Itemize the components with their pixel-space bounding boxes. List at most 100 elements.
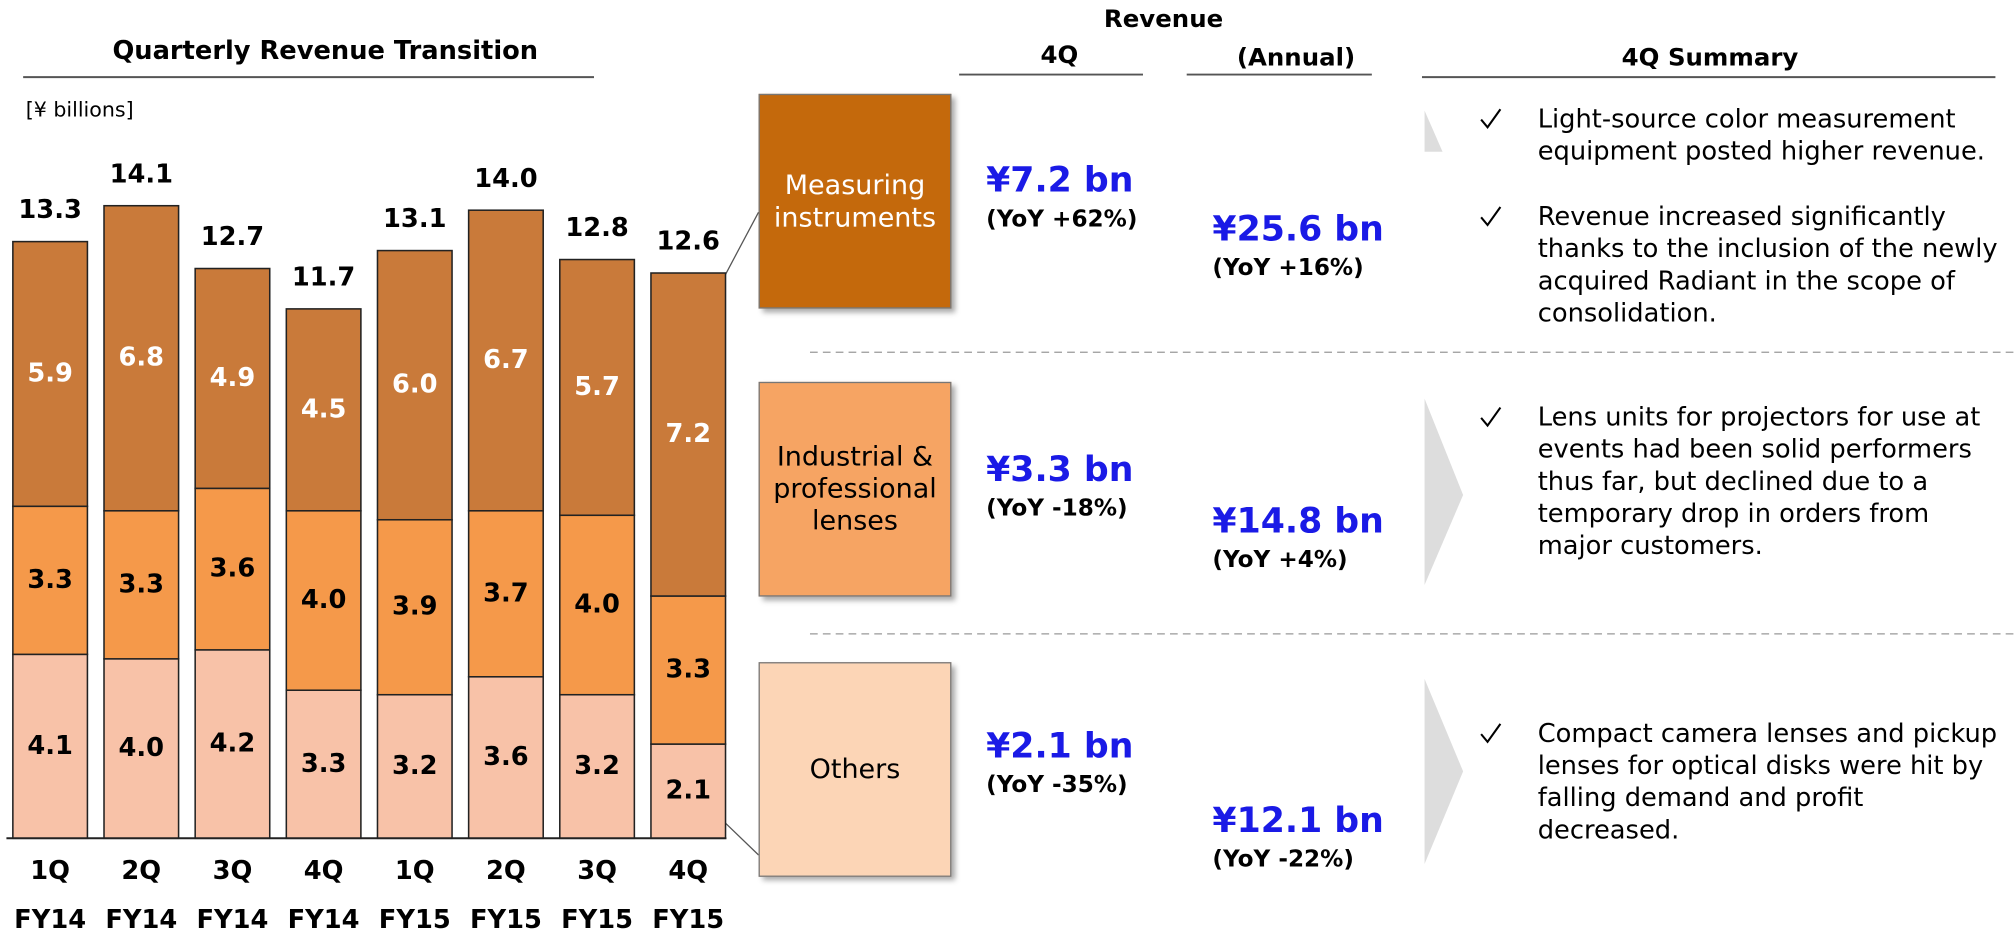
x-tick-label: 4Q [668, 856, 708, 886]
x-tick-label: 3Q [577, 856, 617, 886]
summary-bullet: Lens units for projectors for use at eve… [1537, 401, 1981, 561]
bar-segment [285, 308, 362, 512]
bar-segment [376, 518, 453, 696]
total-label: 12.7 [201, 222, 264, 252]
x-tick-label: 2Q [121, 856, 161, 886]
x-tick-label: 2Q [486, 856, 526, 886]
x-tick-label: FY14 [14, 905, 86, 935]
arrow-shape [1424, 398, 1464, 585]
bar-segment [12, 240, 89, 508]
data-label: 6.8 [119, 343, 165, 373]
data-label: 6.0 [392, 370, 438, 400]
total-label: 14.0 [474, 164, 537, 194]
bar-segment [650, 272, 727, 597]
x-tick-label: 4Q [304, 856, 344, 886]
bar-segment [12, 505, 89, 656]
data-label: 4.2 [210, 729, 256, 759]
bar-segment [194, 267, 271, 490]
legend-box: Others [758, 662, 952, 877]
annual-revenue: ¥25.6 bn [1212, 209, 1384, 250]
annual-yoy: (YoY -22%) [1212, 845, 1354, 873]
unit-label: [¥ billions] [26, 98, 134, 122]
data-label: 3.6 [483, 742, 529, 772]
bar-segment [467, 675, 544, 840]
arrow-shape [1424, 110, 1443, 152]
bar-segment [376, 249, 453, 521]
total-label: 13.1 [383, 204, 446, 234]
summary-bullet: Revenue increased significantly thanks t… [1537, 200, 1998, 328]
annual-yoy: (YoY +16%) [1212, 254, 1364, 282]
bar-segment [194, 487, 271, 651]
data-label: 2.1 [665, 776, 711, 806]
data-label: 6.7 [483, 345, 529, 375]
x-tick-label: FY15 [379, 905, 451, 935]
data-label: 3.9 [392, 592, 438, 622]
annual-revenue: ¥14.8 bn [1212, 501, 1384, 542]
x-tick-label: 3Q [213, 856, 253, 886]
bar-segment [103, 510, 180, 660]
data-label: 3.6 [210, 554, 256, 584]
bar-segment [650, 595, 727, 745]
header: Revenue [1103, 5, 1224, 34]
q4-yoy: (YoY -18%) [986, 494, 1128, 522]
x-tick-label: FY14 [196, 905, 268, 935]
data-label: 4.5 [301, 394, 347, 424]
data-label: 5.9 [27, 358, 73, 388]
header: 4Q Summary [1621, 43, 1799, 72]
total-label: 12.8 [565, 213, 628, 243]
total-label: 12.6 [657, 227, 720, 257]
summary-bullet: Light-source color measurement equipment… [1537, 102, 1985, 166]
x-tick-label: 1Q [395, 856, 435, 886]
bar-segment [103, 658, 180, 840]
bar-segment [12, 653, 89, 840]
legend-box: Measuring instruments [758, 93, 952, 309]
connector [724, 211, 760, 276]
data-label: 3.3 [119, 569, 165, 599]
annual-revenue: ¥12.1 bn [1212, 800, 1384, 841]
data-label: 5.7 [574, 372, 620, 402]
connector [724, 822, 760, 856]
chart-title: Quarterly Revenue Transition [112, 36, 538, 66]
header: 4Q [1040, 41, 1079, 70]
q4-yoy: (YoY +62%) [986, 205, 1138, 233]
data-label: 4.9 [210, 363, 256, 393]
x-tick-label: FY14 [288, 905, 360, 935]
total-label: 11.7 [292, 263, 355, 293]
bar-segment [559, 258, 636, 517]
bar-segment [467, 510, 544, 678]
x-tick-label: FY14 [105, 905, 177, 935]
data-label: 3.3 [301, 749, 347, 779]
q4-revenue: ¥3.3 bn [986, 449, 1134, 490]
total-label: 13.3 [18, 195, 81, 225]
bar-segment [285, 510, 362, 692]
bar-segment [103, 204, 180, 512]
arrow-shape [1424, 678, 1464, 864]
legend-box: Industrial & professional lenses [758, 381, 952, 597]
data-label: 3.7 [483, 578, 529, 608]
data-label: 3.2 [574, 751, 620, 781]
q4-revenue: ¥7.2 bn [986, 160, 1134, 201]
summary-bullet: Compact camera lenses and pickup lenses … [1537, 717, 1998, 845]
q4-yoy: (YoY -35%) [986, 771, 1128, 799]
data-label: 4.0 [574, 589, 620, 619]
total-label: 14.1 [110, 159, 173, 189]
x-tick-label: FY15 [561, 905, 633, 935]
x-tick-label: 1Q [30, 856, 70, 886]
check-icon [1480, 723, 1502, 744]
header: (Annual) [1236, 43, 1356, 72]
q4-revenue: ¥2.1 bn [986, 726, 1134, 767]
check-icon [1480, 108, 1502, 129]
data-label: 7.2 [665, 419, 711, 449]
bar-segment [467, 209, 544, 512]
data-label: 4.1 [27, 731, 73, 761]
data-label: 3.3 [27, 565, 73, 595]
check-icon [1480, 206, 1502, 227]
data-label: 4.0 [119, 733, 165, 763]
bar-segment [650, 743, 727, 840]
x-tick-label: FY15 [470, 905, 542, 935]
data-label: 4.0 [301, 585, 347, 615]
bar-segment [194, 649, 271, 840]
